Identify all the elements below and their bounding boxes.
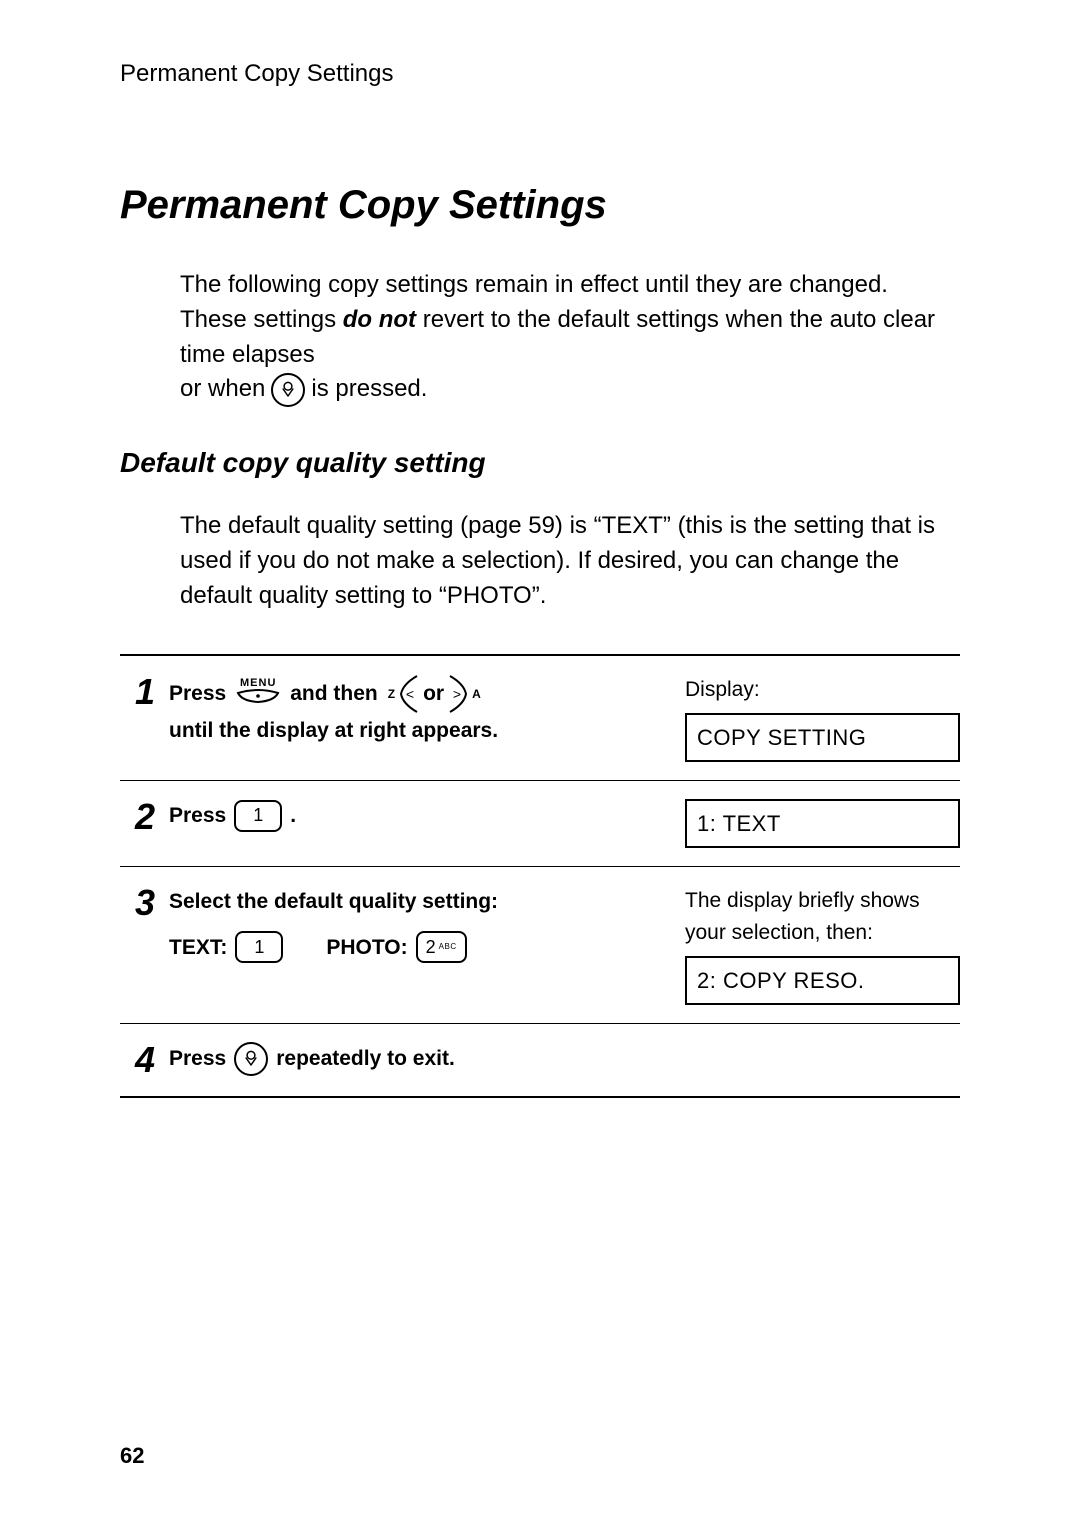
step-body: Press MENU and then Z < bbox=[155, 674, 685, 748]
running-header: Permanent Copy Settings bbox=[120, 60, 960, 88]
step1-line2: until the display at right appears. bbox=[169, 714, 685, 748]
page-title: Permanent Copy Settings bbox=[120, 183, 960, 228]
photo-option-label: PHOTO: bbox=[326, 931, 407, 965]
step-number: 1 bbox=[120, 674, 155, 710]
stop-button-icon bbox=[234, 1042, 268, 1076]
section-intro: The default quality setting (page 59) is… bbox=[180, 509, 960, 613]
step-row: 4 Press repeatedly to exit. bbox=[120, 1024, 960, 1096]
step-number: 2 bbox=[120, 799, 155, 835]
step-row: 1 Press MENU and then Z bbox=[120, 656, 960, 781]
press-label: Press bbox=[169, 799, 226, 833]
step-body: Press 1 . bbox=[155, 799, 685, 833]
step-display-col: Display: COPY SETTING bbox=[685, 674, 960, 763]
manual-page: Permanent Copy Settings Permanent Copy S… bbox=[0, 0, 1080, 1529]
or-label: or bbox=[423, 683, 444, 704]
option-photo: PHOTO: 2 ABC bbox=[326, 931, 466, 965]
stop-button-icon bbox=[271, 373, 305, 407]
display-note: The display briefly shows your selection… bbox=[685, 885, 960, 948]
section-heading: Default copy quality setting bbox=[120, 447, 960, 479]
key-letters: ABC bbox=[439, 941, 457, 954]
press-label: Press bbox=[169, 677, 226, 711]
step-display-col: 1: TEXT bbox=[685, 799, 960, 848]
svg-text:>: > bbox=[453, 686, 461, 702]
step-number: 4 bbox=[120, 1042, 155, 1078]
step-number: 3 bbox=[120, 885, 155, 921]
step-body: Press repeatedly to exit. bbox=[155, 1042, 685, 1076]
menu-button-icon: MENU bbox=[234, 678, 282, 709]
step-body: Select the default quality setting: TEXT… bbox=[155, 885, 685, 964]
step-row: 2 Press 1 . 1: TEXT bbox=[120, 781, 960, 866]
steps-list: 1 Press MENU and then Z bbox=[120, 656, 960, 1099]
display-box: 1: TEXT bbox=[685, 799, 960, 848]
key-digit: 1 bbox=[254, 933, 264, 962]
keypad-1-icon: 1 bbox=[234, 800, 282, 832]
page-number: 62 bbox=[120, 1443, 144, 1469]
intro-do-not: do not bbox=[343, 306, 416, 333]
key-digit: 2 bbox=[426, 933, 436, 962]
step-display-col: The display briefly shows your selection… bbox=[685, 885, 960, 1005]
press-label: Press bbox=[169, 1042, 226, 1076]
step4-tail: repeatedly to exit. bbox=[276, 1042, 455, 1076]
menu-button-label: MENU bbox=[240, 678, 276, 689]
intro-ispressed: is pressed. bbox=[311, 372, 427, 407]
period: . bbox=[290, 799, 296, 833]
keypad-2-icon: 2 ABC bbox=[416, 931, 467, 963]
keypad-1-icon: 1 bbox=[235, 931, 283, 963]
display-box: COPY SETTING bbox=[685, 713, 960, 762]
nav-a-label: A bbox=[470, 688, 483, 700]
key-digit: 1 bbox=[253, 801, 263, 830]
nav-z-label: Z bbox=[386, 688, 397, 700]
divider bbox=[120, 1096, 960, 1098]
option-text: TEXT: 1 bbox=[169, 931, 283, 965]
svg-text:<: < bbox=[406, 686, 414, 702]
nav-arrows-icon: Z < or > A bbox=[386, 674, 483, 714]
intro-paragraph: The following copy settings remain in ef… bbox=[180, 268, 960, 407]
intro-orwhen: or when bbox=[180, 372, 265, 407]
text-option-label: TEXT: bbox=[169, 931, 227, 965]
step-row: 3 Select the default quality setting: TE… bbox=[120, 867, 960, 1023]
display-box: 2: COPY RESO. bbox=[685, 956, 960, 1005]
and-then-label: and then bbox=[290, 677, 378, 711]
display-label: Display: bbox=[685, 674, 960, 706]
step3-heading: Select the default quality setting: bbox=[169, 885, 685, 919]
